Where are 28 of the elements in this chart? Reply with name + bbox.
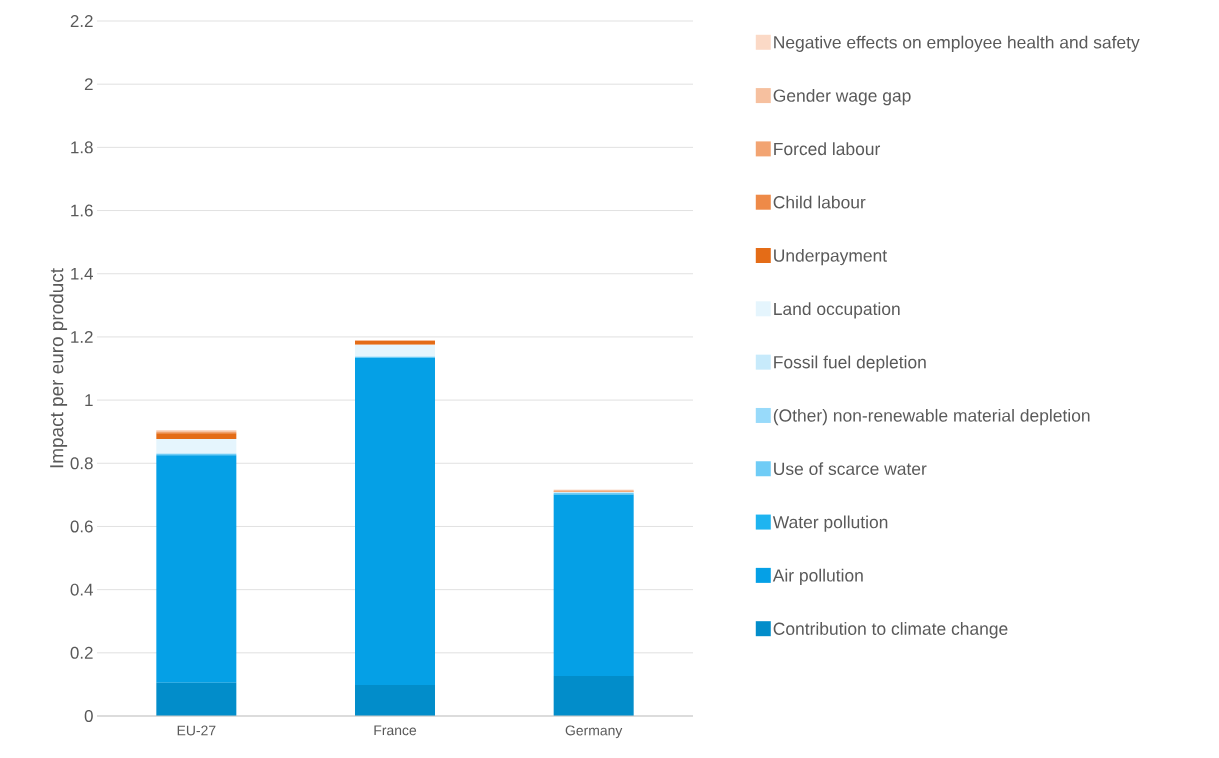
- legend-label: Land occupation: [774, 302, 900, 319]
- legend-label: Forced labour: [774, 142, 881, 156]
- y-tick-label: 1.8: [71, 141, 93, 154]
- y-tick-label: 0: [84, 710, 93, 722]
- legend-label: Use of scarce water: [774, 462, 927, 475]
- y-tick-label: 2.2: [70, 15, 93, 27]
- legend-label: (Other) non-renewable material depletion: [773, 408, 1090, 426]
- y-tick-label: 0.8: [70, 457, 93, 470]
- x-tick-label: France: [374, 725, 417, 736]
- y-axis-title: Impact per euro product: [49, 268, 68, 468]
- y-tick-label: 0.2: [70, 646, 93, 659]
- legend-label: Contribution to climate change: [773, 622, 1008, 639]
- y-tick-label: 1: [85, 394, 93, 406]
- y-tick-label: 0.4: [70, 583, 93, 596]
- legend-label: Air pollution: [772, 568, 863, 586]
- legend-label: Underpayment: [774, 248, 887, 266]
- legend-label: Fossil fuel depletion: [774, 355, 926, 372]
- legend-label: Child labour: [773, 195, 866, 209]
- y-tick-label: 1.2: [71, 330, 93, 343]
- x-tick-label: EU-27: [177, 725, 216, 736]
- y-tick-label: 2: [84, 78, 93, 91]
- y-tick-label: 1.6: [71, 204, 93, 217]
- x-tick-label: Germany: [565, 725, 623, 739]
- y-tick-label: 1.4: [71, 267, 93, 280]
- legend-label: Gender wage gap: [773, 89, 911, 106]
- legend-label: Negative effects on employee health and safety: [774, 35, 1140, 52]
- y-tick-label: 0.6: [70, 520, 93, 533]
- legend-label: Water pollution: [772, 515, 888, 532]
